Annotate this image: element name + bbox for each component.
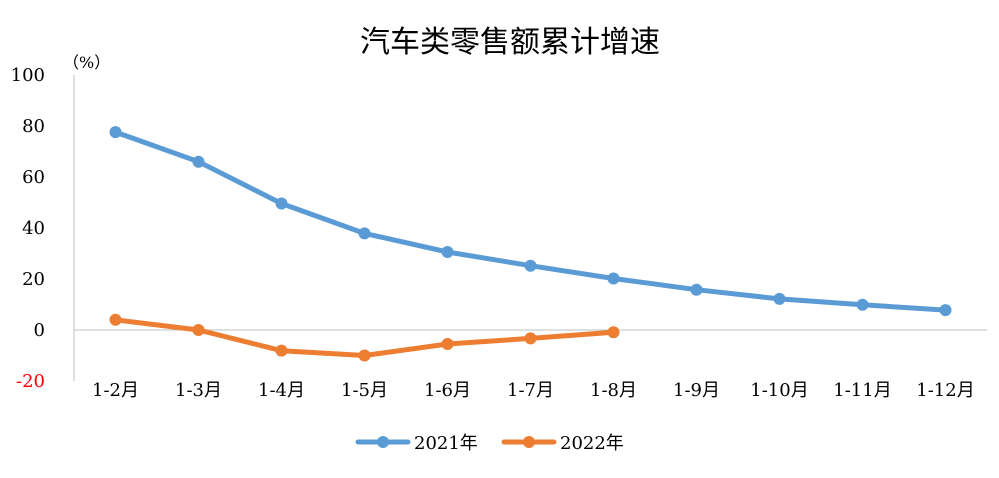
- data-point: [524, 259, 537, 272]
- y-tick-label: 0: [34, 320, 45, 341]
- y-tick-label: 100: [11, 65, 45, 86]
- data-point: [109, 313, 122, 326]
- legend-swatch-marker: [523, 436, 535, 448]
- x-tick-label: 1-8月: [590, 380, 637, 401]
- y-axis-unit-label: （%）: [63, 53, 110, 72]
- data-point: [607, 326, 620, 339]
- data-point: [192, 324, 205, 336]
- x-tick-label: 1-5月: [341, 380, 388, 401]
- y-tick-label: 20: [22, 269, 45, 290]
- data-point: [524, 332, 537, 345]
- x-tick-label: 1-9月: [673, 380, 720, 401]
- series-layer: [109, 126, 952, 362]
- data-point: [441, 245, 454, 258]
- legend-swatch-marker: [377, 436, 389, 448]
- data-point: [607, 272, 620, 285]
- x-tick-label: 1-6月: [424, 380, 471, 401]
- data-point: [856, 298, 869, 311]
- x-tick-label: 1-11月: [833, 380, 891, 401]
- data-point: [690, 283, 703, 296]
- data-point: [441, 338, 454, 351]
- y-tick-label: -20: [16, 371, 45, 392]
- x-tick-label: 1-2月: [92, 380, 139, 401]
- data-point: [192, 155, 205, 168]
- data-point: [939, 304, 952, 317]
- chart-title: 汽车类零售额累计增速: [360, 25, 660, 60]
- legend: 2021年 2022年: [355, 433, 624, 454]
- legend-label: 2022年: [560, 433, 624, 454]
- data-point: [358, 349, 371, 362]
- y-tick-labels: 100 80 60 40 20 0 -20: [11, 65, 45, 392]
- x-tick-label: 1-3月: [175, 380, 222, 401]
- x-tick-label: 1-10月: [750, 380, 808, 401]
- y-tick-label: 40: [22, 218, 45, 239]
- legend-label: 2021年: [414, 433, 478, 454]
- y-tick-label: 80: [22, 116, 45, 137]
- x-tick-labels: 1-2月 1-3月 1-4月 1-5月 1-6月 1-7月 1-8月 1-9月 1-10月 1-1…: [92, 380, 975, 401]
- series-line-0: [113, 129, 948, 313]
- data-point: [109, 126, 122, 139]
- x-tick-label: 1-7月: [507, 380, 554, 401]
- x-tick-label: 1-12月: [916, 380, 974, 401]
- x-tick-label: 1-4月: [258, 380, 305, 401]
- y-tick-label: 60: [22, 167, 45, 188]
- data-point: [275, 344, 288, 357]
- data-point: [358, 227, 371, 240]
- data-point: [773, 292, 786, 305]
- data-point: [275, 197, 288, 210]
